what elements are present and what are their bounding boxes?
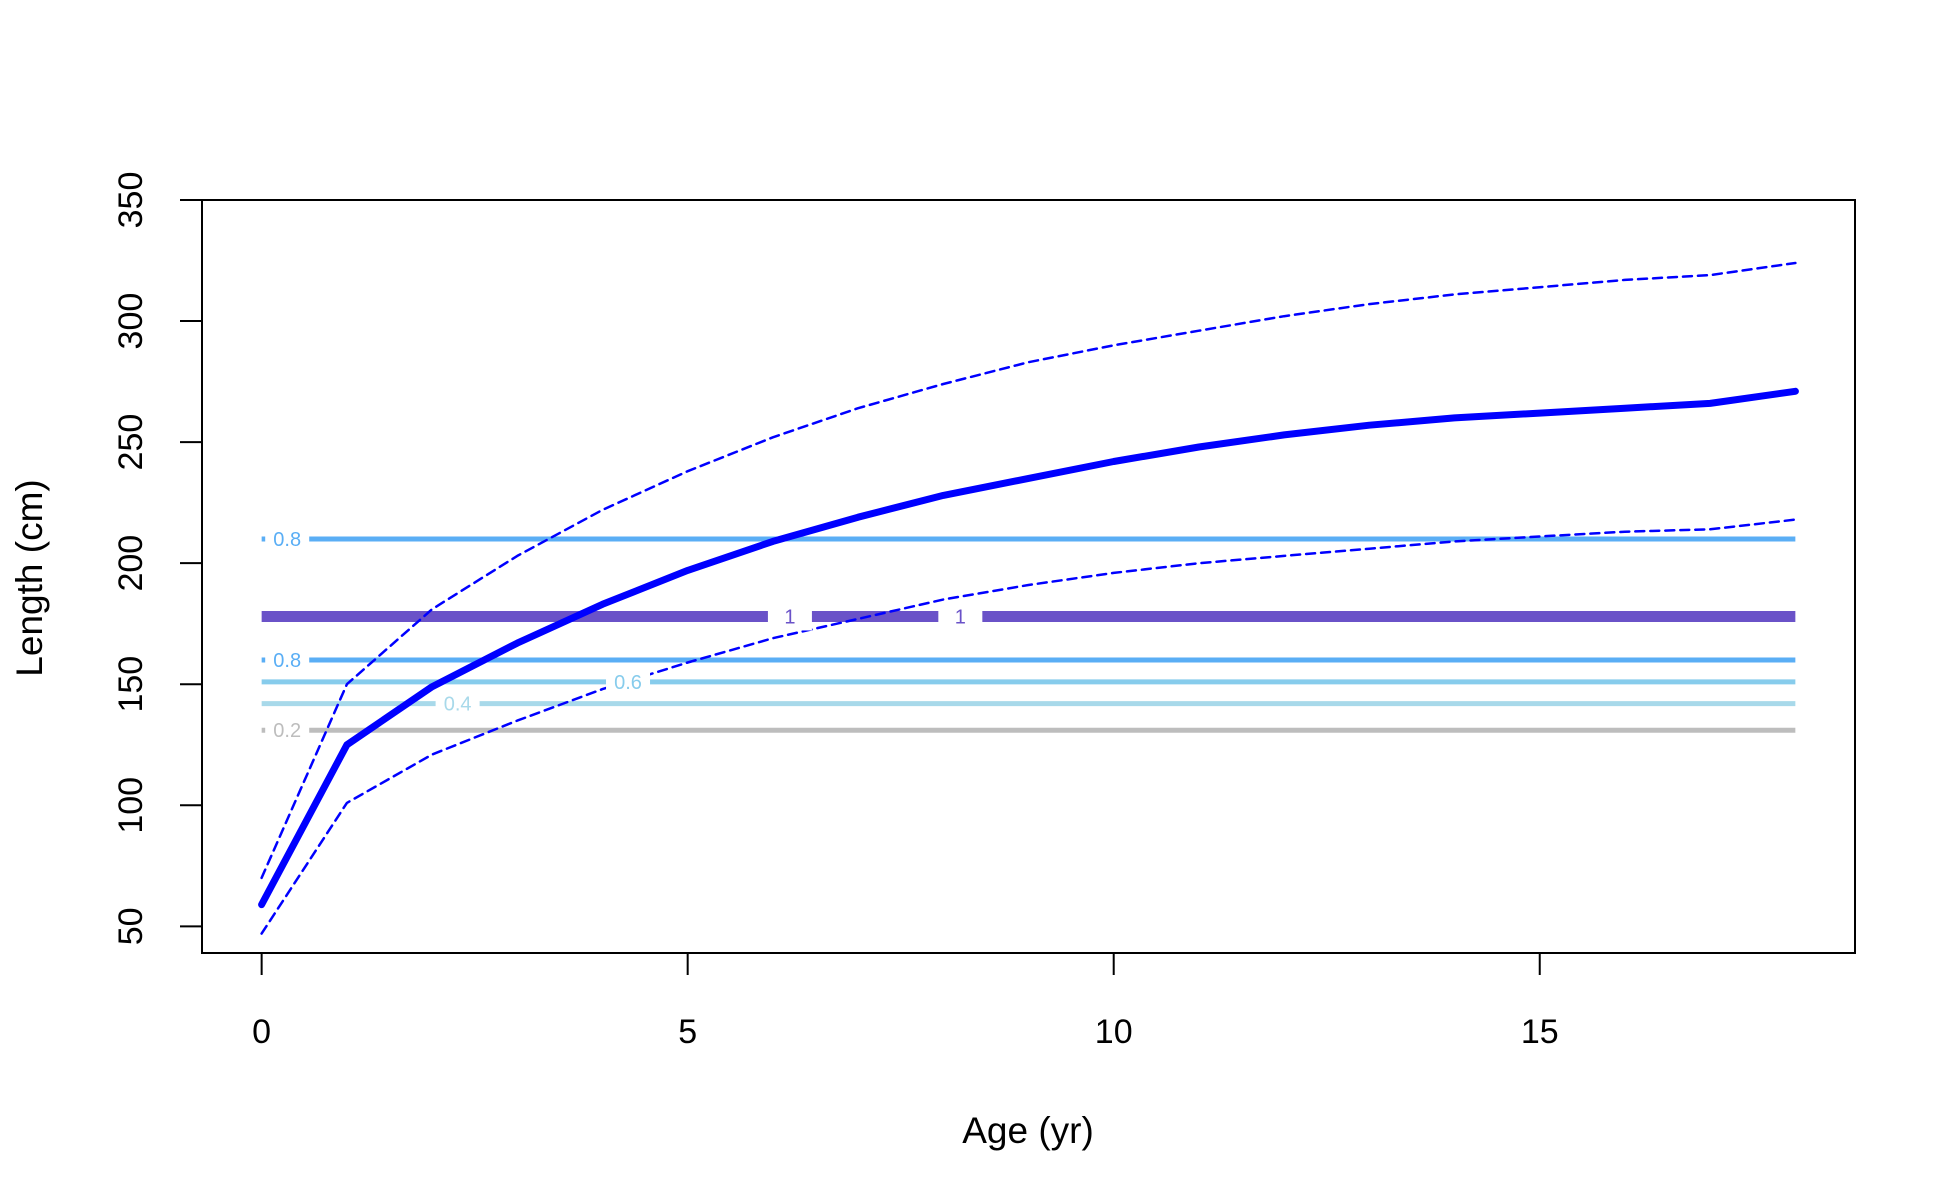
contour-label-mask bbox=[767, 602, 812, 631]
x-tick-label: 10 bbox=[1095, 1013, 1133, 1051]
series-line-upper bbox=[260, 261, 1797, 880]
x-tick-label: 5 bbox=[678, 1013, 697, 1051]
contour-label-mask bbox=[265, 524, 310, 553]
series-line-mean bbox=[258, 387, 1799, 909]
contour-label: 1 bbox=[784, 606, 795, 628]
contour-label-mask bbox=[606, 667, 651, 696]
contour-label-mask bbox=[938, 602, 983, 631]
contour-label-layer: 0.8 1 1 0.8 0.6 0.4 0.2 bbox=[265, 524, 983, 745]
y-axis: 50 100 150 200 250 300 350 bbox=[112, 172, 203, 945]
x-tick-label: 0 bbox=[252, 1013, 271, 1051]
contour-label-mask bbox=[265, 646, 310, 675]
series-layer bbox=[258, 261, 1799, 935]
contour-label: 1 bbox=[955, 606, 966, 628]
contour-label: 0.6 bbox=[614, 672, 642, 694]
contour-layer bbox=[261, 536, 1796, 733]
series-line-lower bbox=[260, 518, 1797, 935]
y-tick-label: 150 bbox=[112, 656, 150, 713]
x-axis-title: Age (yr) bbox=[962, 1110, 1094, 1151]
x-axis: 0 5 10 15 bbox=[252, 952, 1559, 1051]
x-tick-label: 15 bbox=[1521, 1013, 1559, 1051]
y-tick-label: 100 bbox=[112, 777, 150, 834]
y-tick-label: 50 bbox=[112, 907, 150, 945]
y-tick-label: 200 bbox=[112, 535, 150, 592]
y-axis-title: Length (cm) bbox=[9, 479, 50, 676]
contour-label-mask bbox=[435, 689, 480, 718]
contour-label: 0.8 bbox=[273, 650, 301, 672]
y-tick-label: 250 bbox=[112, 414, 150, 471]
y-tick-label: 300 bbox=[112, 293, 150, 350]
contour-label: 0.4 bbox=[444, 694, 472, 716]
contour-label-mask bbox=[265, 716, 310, 745]
contour-label: 0.2 bbox=[273, 720, 301, 742]
y-tick-label: 350 bbox=[112, 172, 150, 229]
contour-label: 0.8 bbox=[273, 529, 301, 551]
